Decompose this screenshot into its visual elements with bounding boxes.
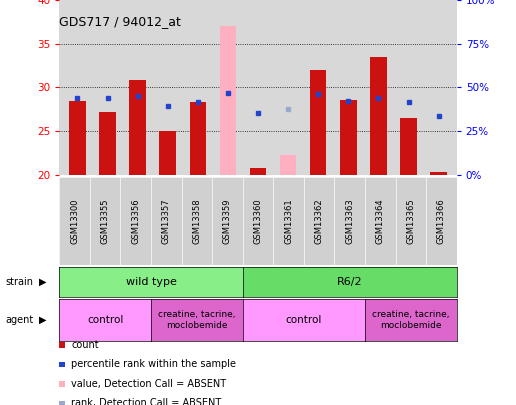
Text: GSM13356: GSM13356 — [131, 198, 140, 244]
Text: GSM13363: GSM13363 — [345, 198, 354, 244]
Bar — [250, 168, 266, 175]
Text: GSM13355: GSM13355 — [101, 198, 110, 244]
Text: strain: strain — [5, 277, 33, 287]
Bar — [130, 81, 146, 175]
Text: control: control — [87, 315, 123, 325]
Text: GSM13358: GSM13358 — [192, 198, 201, 244]
Text: agent: agent — [5, 315, 34, 325]
Text: GSM13365: GSM13365 — [406, 198, 415, 244]
Text: ▶: ▶ — [39, 277, 46, 287]
Text: GSM13364: GSM13364 — [376, 198, 385, 244]
Text: percentile rank within the sample: percentile rank within the sample — [71, 360, 236, 369]
Text: GSM13300: GSM13300 — [70, 198, 79, 244]
Bar — [400, 118, 417, 175]
Text: GSM13362: GSM13362 — [315, 198, 324, 244]
Bar — [340, 100, 357, 175]
Bar — [99, 112, 116, 175]
Bar — [220, 26, 236, 175]
Text: creatine, tacrine,
moclobemide: creatine, tacrine, moclobemide — [372, 310, 449, 330]
Text: wild type: wild type — [125, 277, 176, 287]
Text: GSM13357: GSM13357 — [162, 198, 171, 244]
Text: GSM13360: GSM13360 — [253, 198, 263, 244]
Bar — [280, 155, 296, 175]
Bar — [69, 100, 86, 175]
Text: count: count — [71, 340, 99, 350]
Text: rank, Detection Call = ABSENT: rank, Detection Call = ABSENT — [71, 399, 221, 405]
Bar — [159, 131, 176, 175]
Bar — [310, 70, 327, 175]
Text: GSM13366: GSM13366 — [437, 198, 446, 244]
Bar — [370, 57, 386, 175]
Bar — [430, 172, 447, 175]
Text: ▶: ▶ — [39, 315, 46, 325]
Text: creatine, tacrine,
moclobemide: creatine, tacrine, moclobemide — [158, 310, 236, 330]
Text: value, Detection Call = ABSENT: value, Detection Call = ABSENT — [71, 379, 227, 389]
Text: GSM13361: GSM13361 — [284, 198, 293, 244]
Text: R6/2: R6/2 — [337, 277, 363, 287]
Text: control: control — [286, 315, 322, 325]
Text: GDS717 / 94012_at: GDS717 / 94012_at — [59, 15, 181, 28]
Bar — [189, 102, 206, 175]
Text: GSM13359: GSM13359 — [223, 198, 232, 244]
